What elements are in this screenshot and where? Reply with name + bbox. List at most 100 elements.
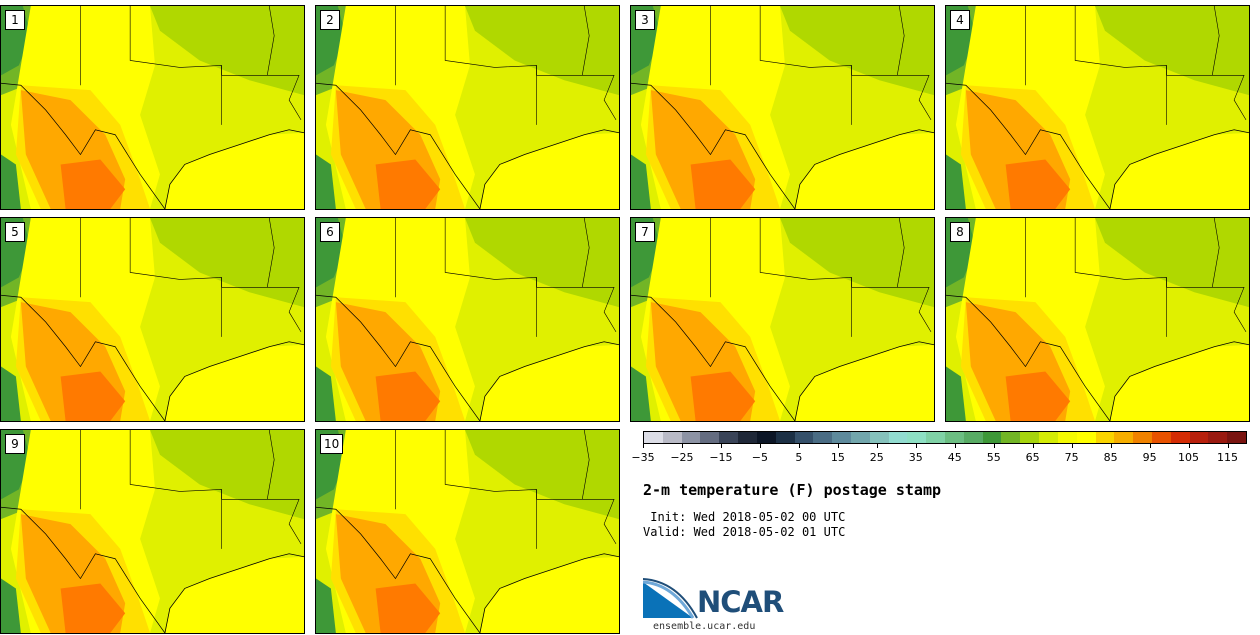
member-panel[interactable]: 8 (945, 217, 1250, 422)
gulf-coastline (164, 341, 304, 421)
state-border (851, 75, 932, 121)
colorbar-tick (798, 444, 800, 448)
org-url: ensemble.ucar.edu (653, 621, 756, 632)
member-panel[interactable]: 5 (0, 217, 305, 422)
member-panel[interactable]: 7 (630, 217, 935, 422)
state-border (536, 75, 617, 121)
gulf-water (479, 344, 619, 421)
colorbar-tick-label: −35 (631, 451, 655, 464)
colorbar-bin (1227, 432, 1246, 443)
southwest-mountain (631, 366, 651, 421)
state-border (1211, 6, 1220, 76)
member-number-label: 1 (5, 10, 25, 30)
member-number-label: 6 (320, 222, 340, 242)
gulf-water (794, 132, 934, 209)
colorbar-tick-label: 95 (1142, 451, 1157, 464)
colorbar-bin (1001, 432, 1021, 443)
gulf-coastline (1109, 129, 1249, 209)
rio-grande-border (1, 82, 166, 209)
southwest-mountain (946, 154, 966, 209)
member-panel[interactable]: 3 (630, 5, 935, 210)
colorbar-tick (837, 444, 839, 448)
colorbar-bin (719, 432, 739, 443)
hottest-region (1005, 159, 1071, 209)
gulf-coastline (479, 129, 619, 209)
colorbar-bin (813, 432, 833, 443)
colorbar-tick (759, 444, 761, 448)
rio-grande-border (316, 294, 481, 421)
colorbar-tick-label: 85 (1103, 451, 1118, 464)
state-border (221, 287, 302, 333)
north-cool-region (780, 218, 934, 308)
southwest-mountain (316, 154, 336, 209)
state-border (581, 218, 590, 288)
member-panel[interactable]: 6 (315, 217, 620, 422)
colorbar-tick-label: −5 (751, 451, 768, 464)
southwest-mountain (316, 578, 336, 633)
member-number-label: 8 (950, 222, 970, 242)
member-number-label: 10 (320, 434, 344, 454)
colorbar-bin (1133, 432, 1152, 443)
colorbar-bin (982, 432, 1002, 443)
colorbar-tick-label: 25 (869, 451, 884, 464)
colorbar-bin (963, 432, 983, 443)
gulf-water (1109, 344, 1249, 421)
colorbar-tick (643, 444, 644, 448)
colorbar-bin (907, 432, 927, 443)
member-number-label: 3 (635, 10, 655, 30)
north-cool-region (150, 430, 304, 520)
temperature-map (946, 218, 1249, 421)
rio-grande-border (631, 82, 796, 209)
colorbar-bin (832, 432, 851, 443)
colorbar-tick-label: 35 (908, 451, 923, 464)
colorbar-bin (1076, 432, 1096, 443)
init-time: Init: Wed 2018-05-02 00 UTC (643, 510, 846, 524)
colorbar-tick-label: −15 (709, 451, 733, 464)
valid-time: Valid: Wed 2018-05-02 01 UTC (643, 525, 846, 539)
hottest-region (690, 371, 756, 421)
colorbar-tick (876, 444, 878, 448)
member-number-label: 7 (635, 222, 655, 242)
member-panel[interactable]: 9 (0, 429, 305, 634)
colorbar-tick (1188, 444, 1190, 448)
ncar-logo-icon (643, 578, 698, 619)
member-panel[interactable]: 1 (0, 5, 305, 210)
temperature-map (1, 430, 304, 633)
north-cool-region (150, 6, 304, 96)
gulf-water (164, 556, 304, 633)
state-border (536, 499, 617, 545)
rio-grande-border (1, 294, 166, 421)
figure-title: 2-m temperature (F) postage stamp (643, 481, 942, 499)
hottest-region (60, 583, 126, 633)
rio-grande-border (316, 506, 481, 633)
colorbar-tick (1149, 444, 1151, 448)
hottest-region (690, 159, 756, 209)
member-panel[interactable]: 10 (315, 429, 620, 634)
hottest-region (375, 583, 441, 633)
north-cool-region (1095, 218, 1249, 308)
logo-wordmark: NCAR (697, 585, 784, 619)
rio-grande-border (1, 506, 166, 633)
temperature-map (316, 430, 619, 633)
member-panel[interactable]: 2 (315, 5, 620, 210)
gulf-water (479, 556, 619, 633)
north-cool-region (1095, 6, 1249, 96)
north-cool-region (780, 6, 934, 96)
temperature-map (316, 6, 619, 209)
colorbar-tick-label: 45 (947, 451, 962, 464)
member-panel[interactable]: 4 (945, 5, 1250, 210)
gulf-coastline (164, 553, 304, 633)
colorbar-tick (720, 444, 722, 448)
gulf-coastline (1109, 341, 1249, 421)
colorbar-bin (738, 432, 757, 443)
gulf-coastline (794, 129, 934, 209)
gulf-water (794, 344, 934, 421)
colorbar-bin (926, 432, 945, 443)
colorbar-bin (1020, 432, 1040, 443)
rio-grande-border (946, 82, 1111, 209)
gulf-coastline (164, 129, 304, 209)
rio-grande-border (631, 294, 796, 421)
colorbar-bin (756, 432, 776, 443)
colorbar-tick-label: 105 (1178, 451, 1200, 464)
colorbar-tick (915, 444, 917, 448)
